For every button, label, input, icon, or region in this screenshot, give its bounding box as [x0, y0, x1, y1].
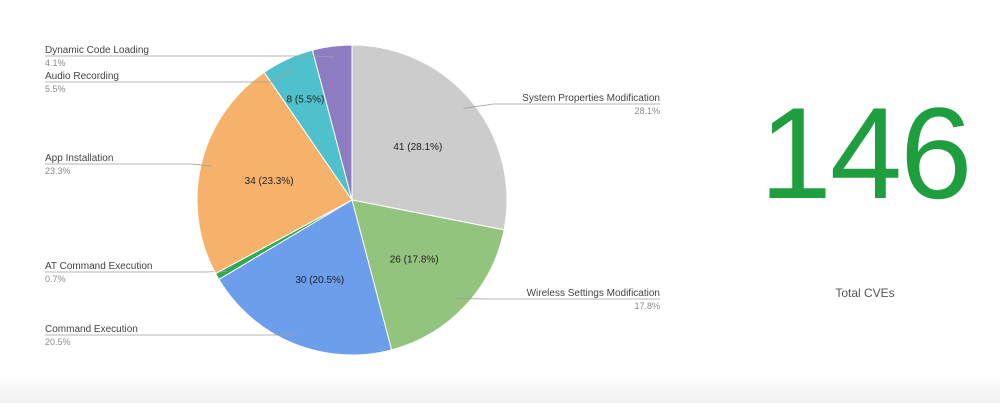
pie-slice-command-execution — [218, 199, 393, 356]
callout-name-dynamic-code-loading: Dynamic Code Loading — [45, 45, 149, 56]
callout-line-app-installation — [45, 163, 212, 167]
callout-name-system-properties-modification: System Properties Modification — [522, 93, 660, 104]
callout-percent-system-properties-modification: 28.1% — [634, 106, 660, 116]
pie-slice-dynamic-code-loading — [311, 44, 353, 201]
callout-percent-audio-recording: 5.5% — [45, 84, 66, 94]
callout-name-audio-recording: Audio Recording — [45, 71, 119, 82]
slice-value-label-wireless-settings-modification: 26 (17.8%) — [390, 254, 439, 265]
callout-name-wireless-settings-modification: Wireless Settings Modification — [527, 288, 660, 299]
pie-slice-app-installation — [196, 71, 353, 275]
callout-percent-command-execution: 20.5% — [45, 337, 71, 347]
slice-value-label-app-installation: 34 (23.3%) — [245, 176, 294, 187]
total-cves-label: Total CVEs — [835, 286, 895, 300]
callout-line-command-execution — [45, 333, 298, 336]
callout-line-system-properties-modification — [463, 103, 660, 109]
total-cves-scorecard: 146 Total CVEs — [730, 88, 1000, 300]
callout-percent-at-command-execution: 0.7% — [45, 274, 66, 284]
callout-name-app-installation: App Installation — [45, 153, 113, 164]
callout-line-audio-recording — [45, 68, 293, 83]
slice-value-label-audio-recording: 8 (5.5%) — [287, 95, 325, 106]
callout-percent-dynamic-code-loading: 4.1% — [45, 58, 66, 68]
callout-name-command-execution: Command Execution — [45, 324, 138, 335]
callout-line-dynamic-code-loading — [45, 55, 334, 58]
total-cves-value: 146 — [759, 80, 973, 226]
slice-value-label-system-properties-modification: 41 (28.1%) — [393, 142, 442, 153]
pie-slice-wireless-settings-modification — [351, 199, 505, 351]
pie-chart: 41 (28.1%) System Properties Modification… — [45, 44, 660, 356]
callout-name-at-command-execution: AT Command Execution — [45, 261, 152, 272]
bottom-fade — [0, 373, 1000, 403]
callout-percent-app-installation: 23.3% — [45, 166, 71, 176]
slice-value-label-command-execution: 30 (20.5%) — [295, 275, 344, 286]
callout-percent-wireless-settings-modification: 17.8% — [634, 301, 660, 311]
pie-slice-system-properties-modification — [351, 44, 508, 231]
